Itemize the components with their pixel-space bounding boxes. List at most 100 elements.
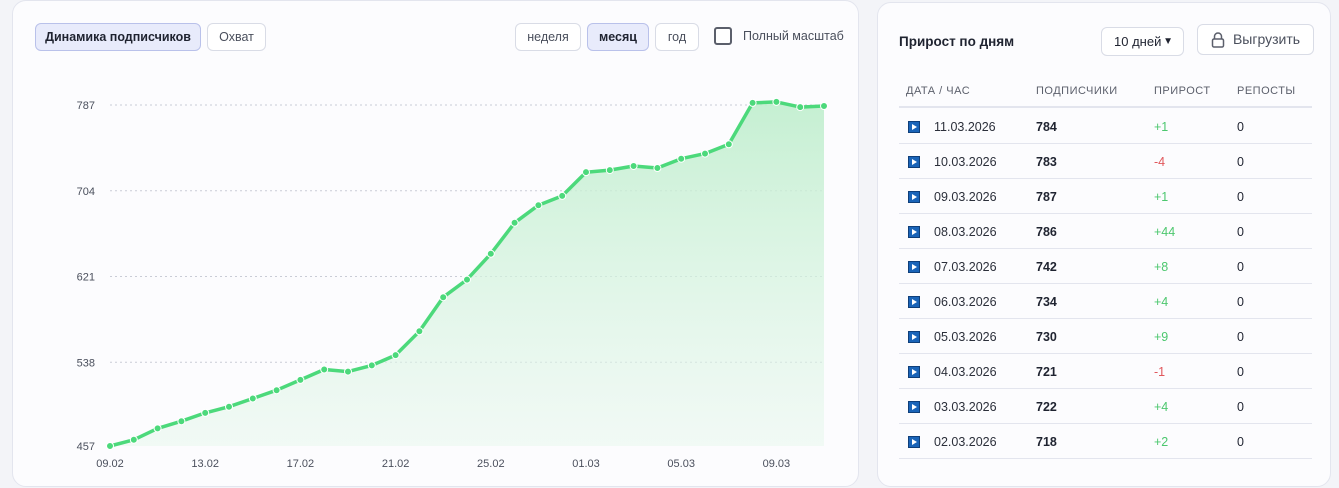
table-row[interactable]: 06.03.2026 734 +4 0: [899, 284, 1312, 319]
row-subscribers: 730: [1036, 330, 1057, 344]
play-icon[interactable]: [908, 401, 920, 413]
y-tick-label: 787: [77, 100, 95, 112]
x-tick-label: 25.02: [477, 458, 505, 470]
data-point: [582, 168, 590, 177]
row-reposts: 0: [1237, 435, 1244, 449]
days-range-value: 10 дней: [1114, 34, 1162, 49]
data-point: [248, 394, 257, 403]
row-date: 04.03.2026: [934, 365, 997, 379]
play-icon[interactable]: [908, 366, 920, 378]
period-month-button[interactable]: месяц: [587, 23, 649, 51]
data-point: [225, 402, 233, 411]
fullscale-checkbox[interactable]: [714, 27, 732, 45]
row-reposts: 0: [1237, 260, 1244, 274]
row-growth: +1: [1154, 190, 1169, 204]
data-point: [391, 351, 400, 360]
area-fill: [110, 101, 824, 447]
x-tick-label: 09.03: [763, 458, 791, 470]
row-reposts: 0: [1237, 295, 1244, 309]
data-point: [677, 154, 686, 163]
table-row[interactable]: 03.03.2026 722 +4 0: [899, 389, 1312, 424]
column-header-subscribers: ПОДПИСЧИКИ: [1036, 85, 1118, 97]
column-header-date: ДАТА / ЧАС: [906, 85, 971, 97]
data-point: [772, 97, 781, 106]
data-point: [820, 102, 828, 111]
play-icon[interactable]: [908, 226, 920, 238]
x-tick-label: 21.02: [382, 458, 410, 470]
play-icon[interactable]: [908, 121, 920, 133]
row-subscribers: 786: [1036, 225, 1057, 239]
data-point: [701, 149, 709, 158]
export-label: Выгрузить: [1232, 31, 1301, 47]
data-point: [201, 408, 210, 417]
row-growth: +44: [1154, 225, 1176, 239]
data-point: [629, 161, 638, 170]
row-reposts: 0: [1237, 400, 1244, 414]
data-point: [463, 275, 471, 284]
table-row[interactable]: 05.03.2026 730 +9 0: [899, 319, 1312, 354]
data-point: [605, 166, 614, 175]
y-tick-label: 621: [77, 272, 95, 284]
y-tick-label: 704: [77, 186, 95, 198]
play-icon[interactable]: [908, 331, 920, 343]
row-date: 09.03.2026: [934, 190, 997, 204]
period-year-button[interactable]: год: [655, 23, 699, 51]
subscribers-chart-panel: Динамика подписчиков Охват неделя месяц …: [12, 0, 859, 487]
table-row[interactable]: 04.03.2026 721 -1 0: [899, 354, 1312, 389]
x-tick-label: 09.02: [96, 458, 124, 470]
row-date: 05.03.2026: [934, 330, 997, 344]
table-row[interactable]: 02.03.2026 718 +2 0: [899, 424, 1312, 459]
row-reposts: 0: [1237, 190, 1244, 204]
play-icon[interactable]: [908, 191, 920, 203]
row-subscribers: 784: [1036, 120, 1057, 134]
row-growth: +9: [1154, 330, 1169, 344]
fullscale-toggle[interactable]: Полный масштаб: [714, 27, 844, 45]
data-point: [415, 327, 424, 336]
row-subscribers: 787: [1036, 190, 1057, 204]
row-growth: +4: [1154, 295, 1169, 309]
subscribers-area-chart: 457 538 621 704 787 09.02 13.02 17.02 21.02 25.0…: [77, 97, 828, 470]
period-week-button[interactable]: неделя: [515, 23, 581, 51]
row-date: 08.03.2026: [934, 225, 997, 239]
data-point: [344, 367, 352, 376]
x-tick-label: 05.03: [667, 458, 695, 470]
data-point: [367, 361, 376, 370]
data-point: [129, 435, 138, 444]
data-point: [534, 201, 543, 210]
table-row[interactable]: 11.03.2026 784 +1 0: [899, 109, 1312, 144]
data-point: [106, 442, 114, 450]
row-growth: -1: [1154, 365, 1166, 379]
data-point: [724, 140, 733, 149]
days-range-select[interactable]: 10 дней ▼: [1101, 27, 1184, 56]
play-icon[interactable]: [908, 296, 920, 308]
data-point: [748, 98, 757, 107]
export-button[interactable]: Выгрузить: [1197, 24, 1314, 55]
y-tick-label: 457: [77, 441, 95, 453]
data-point: [153, 424, 162, 433]
column-header-growth: ПРИРОСТ: [1154, 85, 1211, 97]
row-date: 06.03.2026: [934, 295, 997, 309]
row-growth: +1: [1154, 120, 1169, 134]
play-icon[interactable]: [908, 436, 920, 448]
lock-icon: [1211, 31, 1225, 48]
play-icon[interactable]: [908, 156, 920, 168]
row-subscribers: 722: [1036, 400, 1057, 414]
data-point: [558, 191, 567, 200]
row-growth: +4: [1154, 400, 1169, 414]
tab-subscriber-dynamics[interactable]: Динамика подписчиков: [35, 23, 201, 51]
row-growth: -4: [1154, 155, 1166, 169]
table-row[interactable]: 08.03.2026 786 +44 0: [899, 214, 1312, 249]
table-body: 11.03.2026 784 +1 0 10.03.2026 783 -4 0 09.03.20…: [899, 109, 1312, 459]
row-reposts: 0: [1237, 120, 1244, 134]
table-row[interactable]: 10.03.2026 783 -4 0: [899, 144, 1312, 179]
data-point: [272, 386, 281, 395]
x-tick-label: 17.02: [287, 458, 315, 470]
row-date: 03.03.2026: [934, 400, 997, 414]
play-icon[interactable]: [908, 261, 920, 273]
data-point: [177, 417, 186, 426]
row-growth: +8: [1154, 260, 1169, 274]
tab-reach[interactable]: Охват: [207, 23, 266, 51]
table-row[interactable]: 09.03.2026 787 +1 0: [899, 179, 1312, 214]
row-date: 02.03.2026: [934, 435, 997, 449]
table-row[interactable]: 07.03.2026 742 +8 0: [899, 249, 1312, 284]
